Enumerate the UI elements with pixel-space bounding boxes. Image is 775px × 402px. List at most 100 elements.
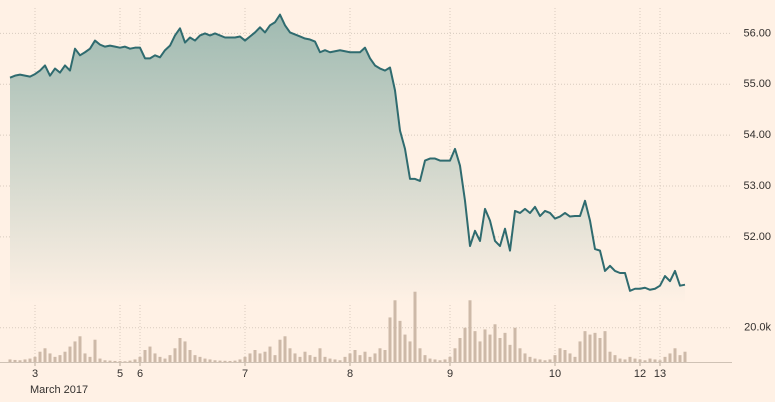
volume-bar	[308, 355, 312, 362]
volume-bar	[108, 360, 112, 362]
volume-bar	[633, 358, 637, 362]
volume-bar	[343, 356, 347, 362]
volume-bar	[548, 359, 552, 362]
volume-bar	[173, 348, 177, 362]
volume-bar	[553, 355, 557, 362]
volume-bar	[13, 359, 17, 362]
volume-bar	[223, 360, 227, 362]
volume-bar	[298, 356, 302, 362]
volume-bar	[233, 360, 237, 362]
volume-bar	[243, 356, 247, 362]
volume-bar	[353, 350, 357, 362]
volume-bar	[293, 353, 297, 362]
volume-bar	[393, 300, 397, 362]
volume-bar	[123, 361, 127, 362]
volume-bar	[608, 351, 612, 362]
x-tick-label: 6	[137, 368, 143, 380]
volume-bar	[58, 355, 62, 362]
volume-bar	[388, 317, 392, 362]
volume-bar	[408, 341, 412, 362]
x-tick-label: 8	[347, 368, 353, 380]
volume-bar	[213, 360, 217, 362]
volume-bar	[168, 355, 172, 362]
volume-bar	[358, 355, 362, 362]
y-tick-label: 54.00	[743, 129, 771, 141]
volume-bar	[613, 355, 617, 362]
volume-bar	[248, 353, 252, 362]
volume-bar	[373, 353, 377, 362]
x-axis-label: March 2017	[30, 384, 88, 396]
x-tick-label: 7	[242, 368, 248, 380]
volume-bar	[528, 356, 532, 362]
volume-bar	[48, 353, 52, 362]
volume-bar	[263, 351, 267, 362]
volume-bar	[518, 348, 522, 362]
volume-bar	[368, 356, 372, 362]
x-tick-label: 12	[634, 368, 646, 380]
volume-bar	[573, 356, 577, 362]
volume-bar	[508, 344, 512, 362]
volume-bar	[443, 359, 447, 362]
volume-bar	[673, 348, 677, 362]
volume-bar	[328, 358, 332, 362]
volume-bar	[198, 356, 202, 362]
volume-bar	[193, 355, 197, 362]
volume-bar	[433, 359, 437, 362]
volume-bar	[128, 360, 132, 362]
volume-bar	[513, 327, 517, 362]
volume-bar	[643, 360, 647, 362]
volume-bar	[8, 359, 12, 362]
x-tick-label: 13	[654, 368, 666, 380]
volume-bar	[238, 359, 242, 362]
volume-bar	[468, 300, 472, 362]
y-tick-label: 56.00	[743, 27, 771, 39]
volume-bar	[133, 359, 137, 362]
volume-bar	[103, 360, 107, 362]
volume-bar	[63, 351, 67, 362]
volume-bar	[88, 356, 92, 362]
x-tick-label: 3	[32, 368, 38, 380]
volume-bar	[628, 356, 632, 362]
volume-bar	[588, 334, 592, 362]
volume-bar	[413, 291, 417, 362]
volume-bar	[558, 348, 562, 362]
volume-bar	[118, 361, 122, 362]
volume-bar	[498, 338, 502, 362]
volume-bar	[23, 359, 27, 362]
price-area	[10, 14, 685, 304]
volume-bar	[78, 336, 82, 362]
volume-bar	[218, 360, 222, 362]
volume-bar	[618, 358, 622, 362]
volume-bar	[428, 358, 432, 362]
volume-bar	[378, 348, 382, 362]
volume-bar	[148, 346, 152, 362]
volume-bar	[73, 341, 77, 362]
x-tick-label: 9	[447, 368, 453, 380]
volume-bar	[638, 359, 642, 362]
volume-bar	[338, 360, 342, 362]
volume-bar	[283, 336, 287, 362]
volume-bar	[253, 350, 257, 362]
volume-bar	[303, 351, 307, 362]
volume-bar	[348, 353, 352, 362]
volume-bar	[453, 348, 457, 362]
volume-bar	[28, 358, 32, 362]
volume-bar	[463, 327, 467, 362]
volume-bar	[478, 341, 482, 362]
volume-bar	[53, 356, 57, 362]
volume-bar	[438, 360, 442, 362]
volume-bar	[533, 358, 537, 362]
volume-bar	[153, 353, 157, 362]
volume-bar	[488, 334, 492, 362]
volume-bar	[543, 360, 547, 362]
x-tick-label: 10	[549, 368, 561, 380]
volume-bar	[138, 356, 142, 362]
volume-bar	[483, 329, 487, 362]
volume-bar	[403, 334, 407, 362]
volume-bar	[43, 348, 47, 362]
y2-tick-label: 20.0k	[744, 322, 771, 334]
volume-bar	[98, 358, 102, 362]
volume-bar	[278, 339, 282, 362]
volume-bar	[603, 331, 607, 362]
